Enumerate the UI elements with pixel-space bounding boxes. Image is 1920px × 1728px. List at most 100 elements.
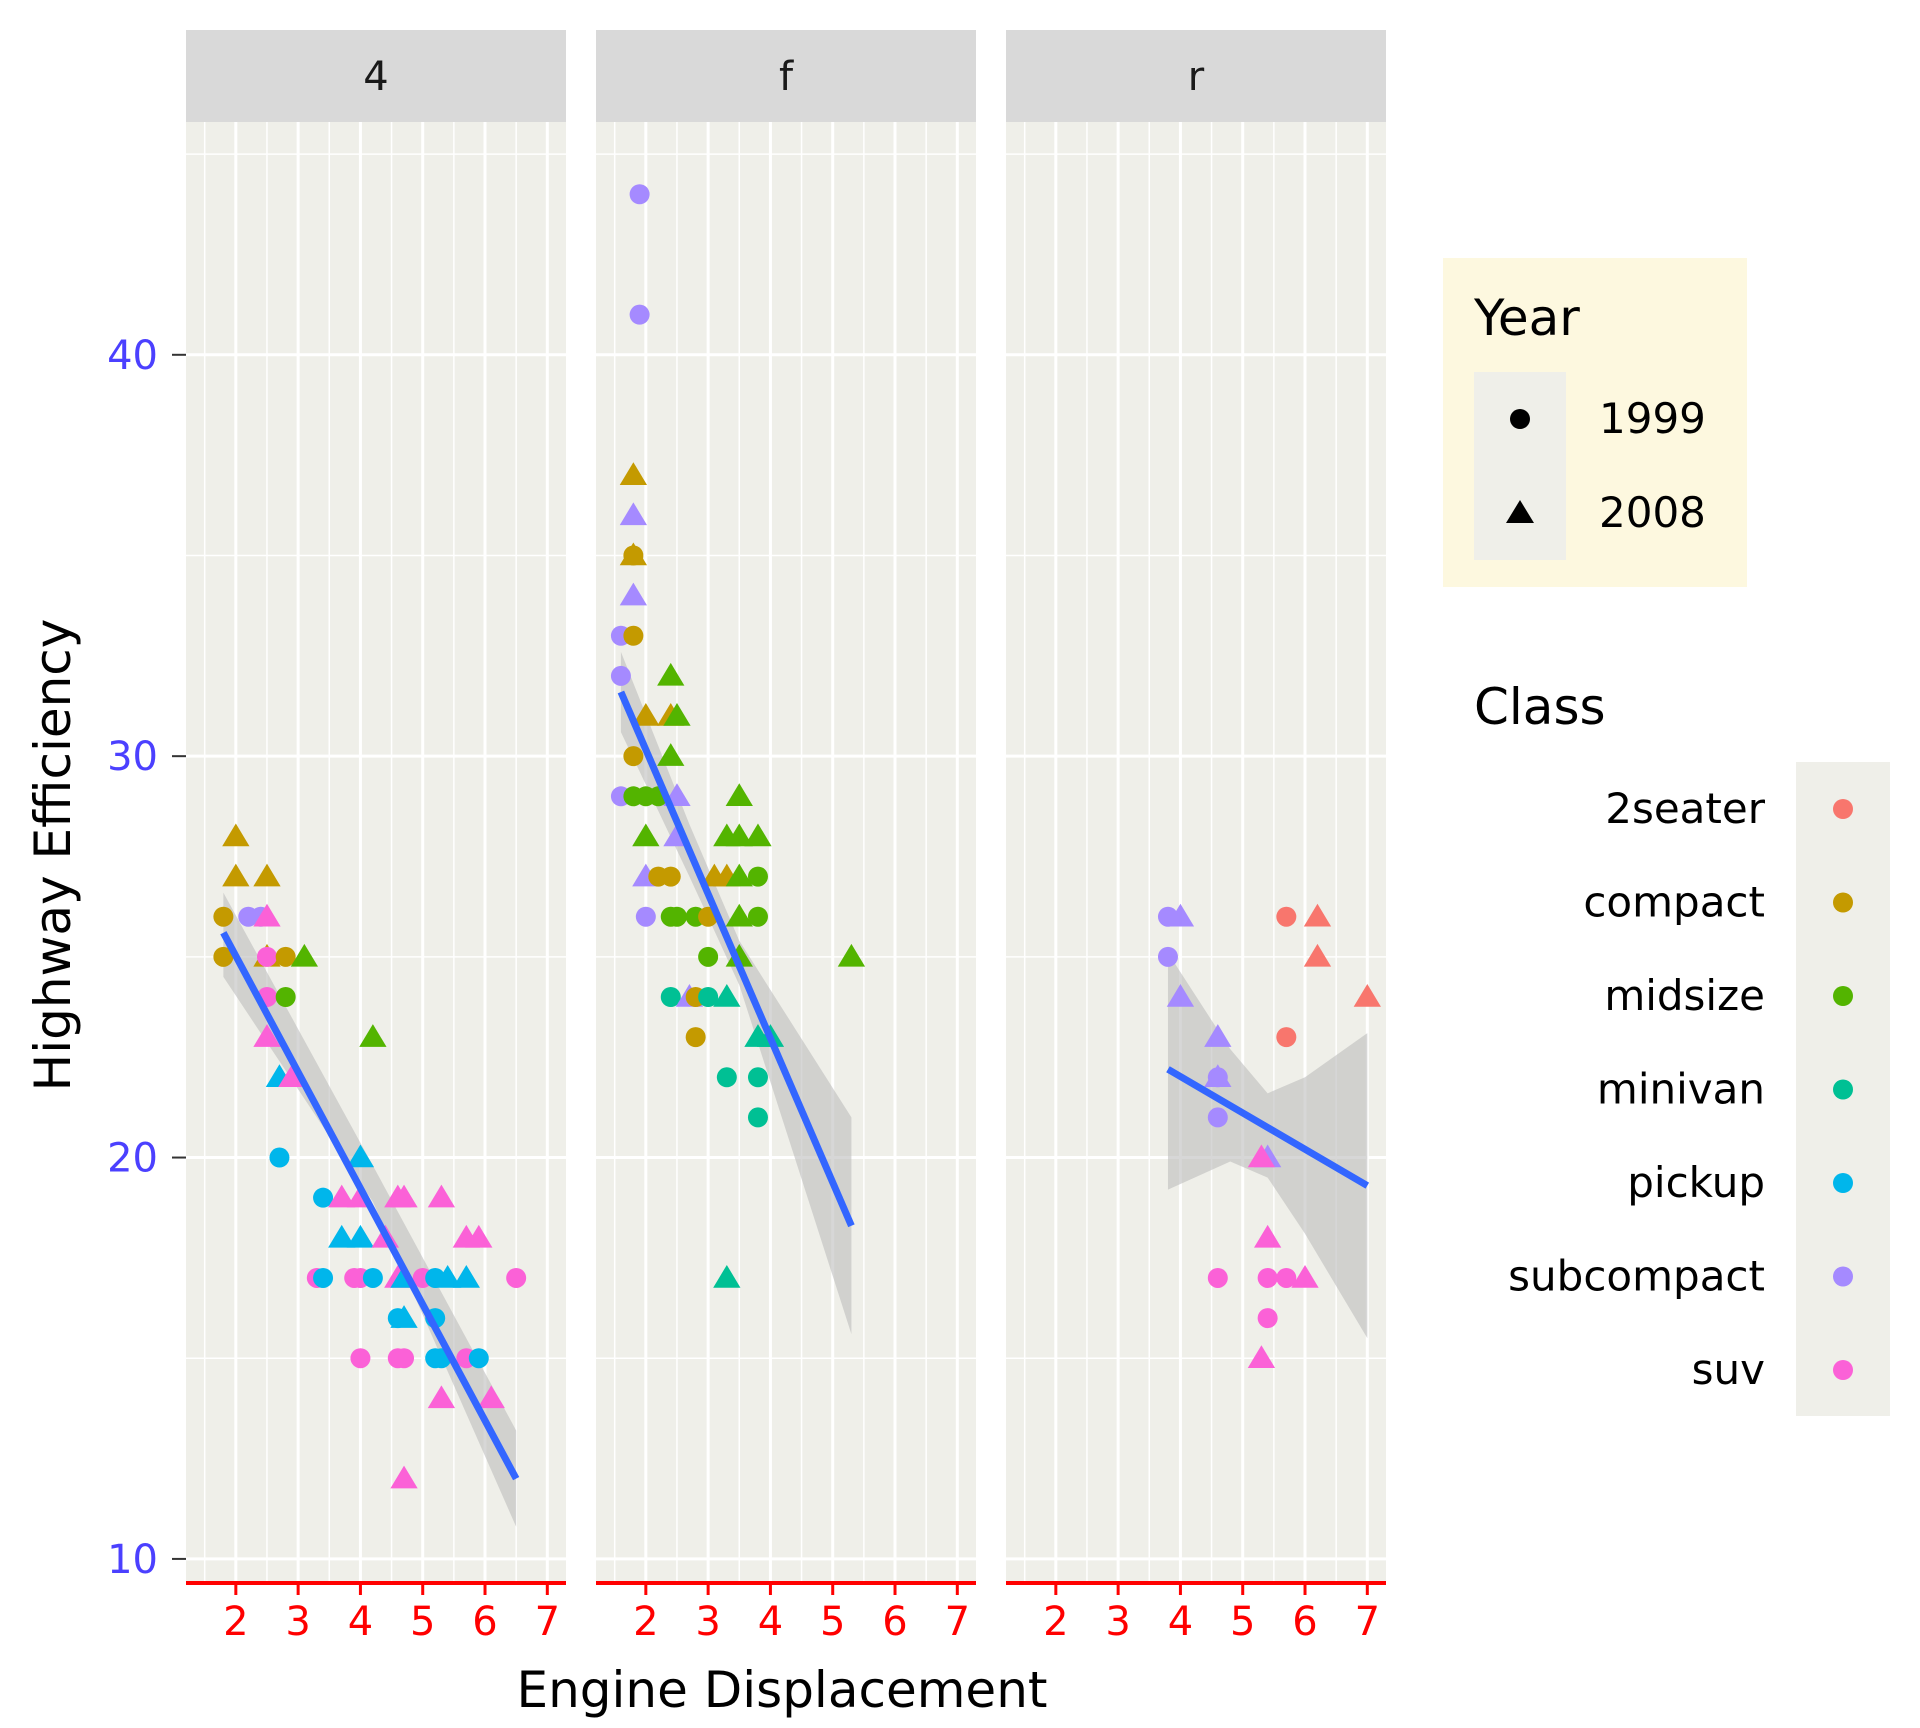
data-point xyxy=(1204,1024,1232,1047)
legend-key-triangle xyxy=(1506,500,1534,523)
x-tick-label: 3 xyxy=(285,1599,310,1645)
legend-key-color xyxy=(1833,1173,1853,1193)
data-point xyxy=(328,1184,356,1208)
y-axis-title: Highway Efficiency xyxy=(24,619,82,1092)
data-point xyxy=(837,943,866,967)
data-point xyxy=(713,1264,741,1288)
class-legend-label: pickup xyxy=(1627,1158,1765,1207)
year-legend-label: 2008 xyxy=(1599,488,1706,537)
legend-key-color xyxy=(1833,799,1853,819)
data-point xyxy=(629,304,650,325)
data-point xyxy=(744,823,772,847)
data-point xyxy=(506,1267,527,1288)
facet-strip-label: f xyxy=(779,54,794,100)
data-point xyxy=(213,906,234,927)
data-point xyxy=(1247,1144,1276,1168)
class-legend-label: subcompact xyxy=(1508,1252,1765,1301)
year-legend-label: 1999 xyxy=(1599,394,1706,443)
data-point xyxy=(1303,903,1332,927)
data-point xyxy=(1207,1267,1228,1288)
data-point xyxy=(1276,906,1297,927)
data-point xyxy=(1303,943,1332,967)
facet-panel-4: 42 3 4 5 6 7 xyxy=(186,30,566,1645)
data-point xyxy=(623,625,644,646)
legend-key-color xyxy=(1833,1266,1853,1287)
x-tick-label: 5 xyxy=(410,1599,435,1645)
data-point xyxy=(1166,983,1195,1007)
data-point xyxy=(256,946,277,967)
y-tick-label: 30 xyxy=(107,734,158,780)
data-point xyxy=(1157,946,1178,967)
y-tick-label: 10 xyxy=(107,1537,158,1583)
data-point xyxy=(629,184,650,205)
panel-background xyxy=(1006,122,1386,1583)
x-axis-title: Engine Displacement xyxy=(517,1661,1048,1719)
panel-background xyxy=(186,122,566,1583)
data-point xyxy=(619,582,648,606)
data-point xyxy=(623,746,644,767)
legend-key-color xyxy=(1833,1079,1853,1100)
data-point xyxy=(657,662,685,686)
data-point xyxy=(725,823,753,847)
class-legend: Class 2seater compact midsize minivan pickup s… xyxy=(1474,678,1890,1416)
data-point xyxy=(747,866,768,887)
data-point xyxy=(725,903,753,927)
data-point xyxy=(362,1267,383,1288)
data-point xyxy=(657,743,685,766)
x-tick-label: 7 xyxy=(1355,1599,1380,1645)
data-point xyxy=(747,1067,768,1088)
data-point xyxy=(213,946,234,967)
class-legend-label: minivan xyxy=(1597,1065,1765,1114)
data-point xyxy=(1247,1345,1276,1368)
legend-key-color xyxy=(1833,986,1853,1006)
x-tick-label: 2 xyxy=(1043,1599,1068,1645)
data-point xyxy=(346,1144,375,1168)
data-point xyxy=(269,1147,290,1168)
data-point xyxy=(427,1184,456,1208)
data-point xyxy=(610,665,631,686)
data-point xyxy=(635,906,656,927)
data-point xyxy=(619,502,648,526)
data-point xyxy=(1276,1027,1297,1048)
data-point xyxy=(716,1067,737,1088)
legend-key-circle xyxy=(1510,409,1530,429)
year-legend-key-background xyxy=(1474,372,1566,560)
data-point xyxy=(623,545,644,566)
x-tick-label: 3 xyxy=(695,1599,720,1645)
data-point xyxy=(632,823,660,847)
data-point xyxy=(1257,1267,1278,1288)
data-point xyxy=(1291,1264,1319,1288)
year-legend-title: Year xyxy=(1473,289,1580,347)
data-point xyxy=(350,1348,371,1369)
data-point xyxy=(253,903,281,927)
data-point xyxy=(313,1187,334,1208)
data-point xyxy=(313,1267,334,1288)
data-point xyxy=(713,983,741,1007)
data-point xyxy=(359,1024,387,1047)
legend-key-color xyxy=(1833,892,1853,913)
x-tick-label: 7 xyxy=(535,1599,560,1645)
data-point xyxy=(390,1184,418,1208)
data-point xyxy=(468,1348,489,1369)
data-point xyxy=(698,986,719,1007)
data-point xyxy=(725,783,753,807)
x-tick-label: 6 xyxy=(1292,1599,1317,1645)
class-legend-title: Class xyxy=(1474,678,1606,736)
data-point xyxy=(275,986,296,1007)
data-point xyxy=(477,1385,505,1409)
data-point xyxy=(1257,1308,1278,1329)
data-point xyxy=(747,1107,768,1128)
data-point xyxy=(275,946,296,967)
x-tick-label: 2 xyxy=(223,1599,248,1645)
facet-strip xyxy=(186,30,566,122)
y-axis: 10 20 30 40 xyxy=(107,333,186,1583)
data-point xyxy=(660,866,681,887)
data-point xyxy=(433,1264,462,1288)
confidence-ribbon xyxy=(223,892,517,1527)
data-point xyxy=(328,1224,356,1248)
x-tick-label: 6 xyxy=(882,1599,907,1645)
y-tick-label: 20 xyxy=(107,1136,158,1182)
panel-background xyxy=(596,122,976,1583)
